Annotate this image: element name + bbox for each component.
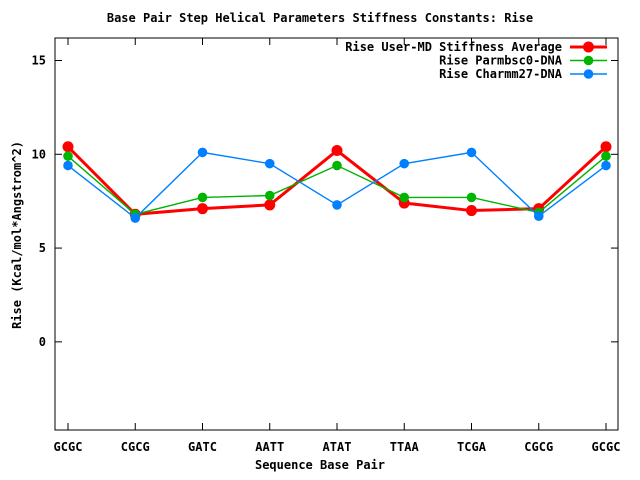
series-marker-2: [264, 158, 275, 169]
y-tick-label: 0: [39, 335, 46, 349]
x-tick-label: GCGC: [592, 440, 621, 454]
series-marker-2: [332, 200, 342, 210]
series-marker-1: [332, 160, 342, 171]
x-tick-label: GCGC: [54, 440, 83, 454]
series-marker-2: [197, 147, 208, 158]
series-marker-0: [466, 205, 477, 217]
x-axis-label: Sequence Base Pair: [254, 458, 386, 472]
x-tick-label: CGCG: [121, 440, 150, 454]
x-tick-label: TTAA: [390, 440, 420, 454]
series-marker-1: [63, 151, 73, 161]
series-marker-2: [130, 213, 141, 223]
series-marker-1: [466, 192, 477, 203]
series-marker-0: [264, 199, 276, 211]
x-tick-label: TCGA: [457, 440, 487, 454]
y-tick-label: 15: [32, 54, 46, 68]
series-marker-2: [601, 160, 611, 171]
x-tick-label: AATT: [255, 440, 284, 454]
y-tick-label: 5: [39, 241, 46, 255]
series-marker-0: [197, 203, 208, 215]
y-tick-label: 10: [32, 147, 46, 161]
series-marker-2: [466, 147, 477, 158]
legend-sample-marker: [583, 69, 594, 79]
x-tick-label: ATAT: [323, 440, 352, 454]
x-tick-label: GATC: [188, 440, 217, 454]
series-marker-0: [600, 141, 612, 153]
series-marker-1: [601, 151, 611, 161]
legend-label: Rise Charmm27-DNA: [439, 67, 563, 81]
plot-border: [54, 37, 619, 431]
x-tick-label: CGCG: [524, 440, 553, 454]
series-marker-1: [264, 190, 275, 201]
series-marker-2: [399, 158, 410, 169]
series-marker-2: [63, 160, 73, 171]
legend-label: Rise Parmbsc0-DNA: [439, 54, 563, 68]
series-marker-1: [399, 192, 410, 203]
legend-label: Rise User-MD Stiffness Average: [345, 40, 562, 54]
series-marker-0: [62, 141, 74, 153]
series-marker-1: [197, 192, 208, 203]
legend-sample-marker: [583, 41, 594, 53]
series-marker-0: [331, 145, 343, 157]
series-marker-2: [533, 211, 544, 221]
chart-title: Base Pair Step Helical Parameters Stiffn…: [106, 11, 534, 25]
legend-sample-marker: [583, 55, 594, 66]
